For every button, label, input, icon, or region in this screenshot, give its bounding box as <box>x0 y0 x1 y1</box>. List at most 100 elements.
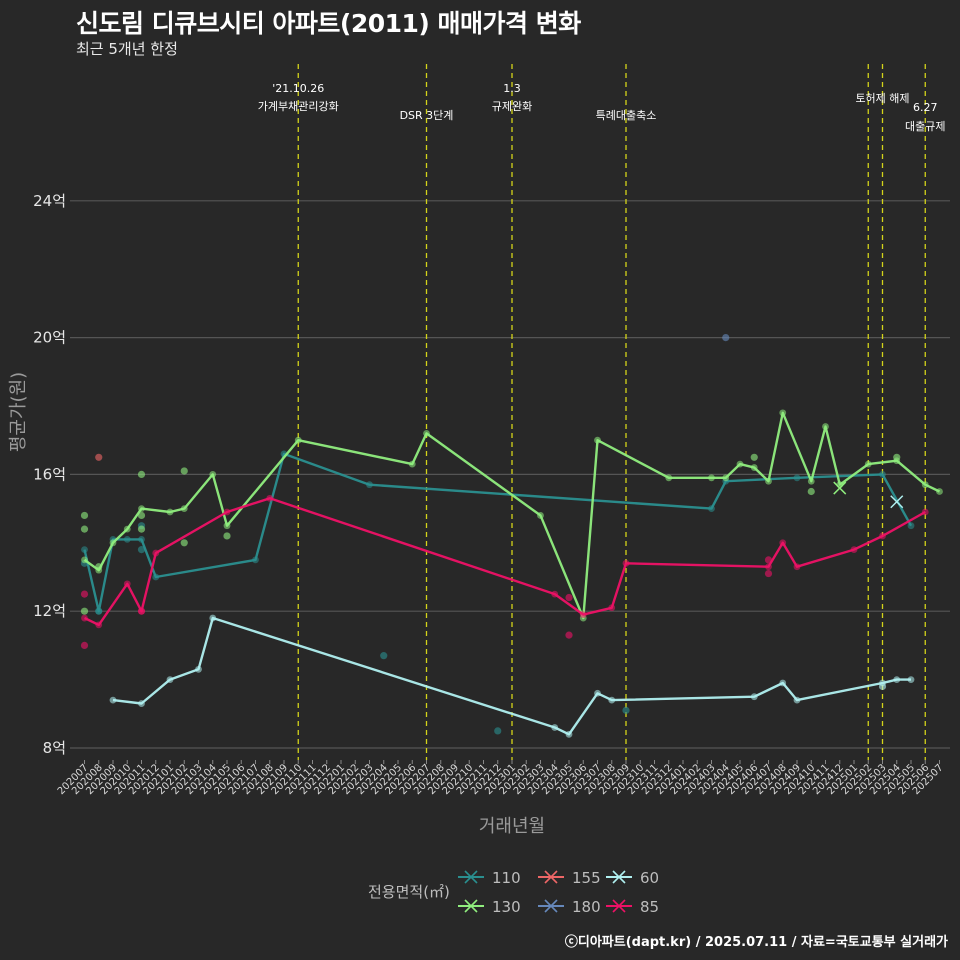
series-130-line-point <box>921 481 929 489</box>
series-130-line-point <box>109 539 117 547</box>
series-110-point <box>622 706 630 714</box>
series-130-point <box>180 539 188 547</box>
series-110-line-point <box>152 573 160 581</box>
series-130-line-point <box>722 474 730 482</box>
series-60-line-point <box>594 689 601 697</box>
series-110-line-point <box>123 535 131 543</box>
series-85-point <box>565 631 573 639</box>
series-110-line-point <box>907 522 915 530</box>
legend-label-60: 60 <box>640 869 659 887</box>
series-60-line-point <box>793 696 801 704</box>
series-130-point <box>137 525 146 533</box>
series-130-point <box>137 470 146 478</box>
event-label: '21.10.26 <box>272 82 324 95</box>
axis-layer: 8억12억16억20억24억20200720200820200920201020… <box>8 192 946 837</box>
legend-key-60-cross <box>612 870 626 884</box>
series-60-line-point <box>195 665 202 673</box>
series-60-line-point <box>209 614 217 622</box>
series-layer <box>80 334 943 738</box>
series-130-point <box>807 487 815 496</box>
series-85-point <box>80 641 89 650</box>
event-label: 1.3 <box>503 82 521 95</box>
series-130-line-point <box>779 409 787 417</box>
event-label: 특례대출축소 <box>596 109 657 122</box>
y-tick-label: 24억 <box>33 192 66 210</box>
series-130-line-point <box>223 522 231 530</box>
legend-key-155-cross <box>544 870 558 884</box>
series-85-line-point <box>123 580 131 588</box>
series-130-line-point <box>294 436 302 444</box>
series-60-line-point <box>565 730 573 738</box>
series-110-line <box>83 452 913 613</box>
chart-subtitle: 최근 5개년 한정 <box>76 40 178 58</box>
series-60-line-point <box>551 724 559 731</box>
series-85-line-point <box>765 563 772 571</box>
series-85-line-point <box>608 604 616 612</box>
series-130-point <box>137 511 146 520</box>
series-110-line-point <box>793 474 801 482</box>
series-110-point <box>137 546 146 554</box>
series-85-line-point <box>152 549 160 557</box>
series-85-line-point <box>879 532 886 540</box>
series-85-line-point <box>579 611 587 619</box>
series-85-point <box>565 593 573 602</box>
series-130-line-point <box>423 429 430 437</box>
legend-label-155: 155 <box>572 869 601 887</box>
series-110-line-point <box>138 535 145 543</box>
series-60-line-point <box>166 676 174 683</box>
series-130-line-point <box>864 460 872 468</box>
series-60-line-point <box>907 676 915 683</box>
y-tick-label: 12억 <box>33 602 66 620</box>
series-85-line-point <box>81 614 88 622</box>
series-130-line-point <box>893 457 901 465</box>
series-85-line-point <box>793 563 801 571</box>
legend-key-130-cross <box>464 899 478 913</box>
series-130-point <box>223 532 231 540</box>
series-130-point <box>80 525 89 533</box>
series-130-point <box>80 511 89 520</box>
series-60-line-point <box>779 679 787 687</box>
series-130-line-point <box>166 508 174 516</box>
series-130-line-point <box>138 505 145 512</box>
series-110-line-point <box>95 607 103 615</box>
series-130-line-point <box>209 471 217 478</box>
series-110-line-point <box>708 505 715 512</box>
cross-marker <box>833 481 847 495</box>
series-130-line-point <box>537 512 544 519</box>
series-130-line-point <box>807 477 815 485</box>
series-85-line-point <box>921 508 929 516</box>
legend-label-130: 130 <box>492 898 521 916</box>
legend: 전용면적(㎡) 110 130 155 180 60 85 <box>368 869 659 916</box>
series-130-line-point <box>180 505 188 512</box>
series-85-line-point <box>138 607 145 615</box>
series-60-line-point <box>109 696 117 704</box>
legend-key-180-cross <box>544 899 558 913</box>
series-130-line-point <box>123 525 131 533</box>
series-130-point <box>750 453 758 461</box>
series-85-line-point <box>622 559 630 567</box>
series-60-line-point <box>608 696 616 704</box>
grid-layer <box>70 200 950 749</box>
event-label: 가계부채관리강화 <box>258 100 339 113</box>
legend-key-85-cross <box>612 899 626 913</box>
y-tick-label: 8억 <box>43 739 66 757</box>
series-110-line-point <box>81 546 88 554</box>
y-tick-label: 20억 <box>33 329 66 347</box>
series-85-line-point <box>223 508 231 516</box>
event-label: 대출규제 <box>905 120 945 133</box>
series-180-point <box>722 334 730 342</box>
series-60-line-point <box>879 679 886 687</box>
series-130-line-point <box>95 566 103 574</box>
legend-title: 전용면적(㎡) <box>368 883 450 901</box>
series-85-line-point <box>779 539 787 547</box>
series-85-line-point <box>551 590 559 598</box>
series-130-line-point <box>750 464 758 471</box>
series-130-point <box>80 607 89 615</box>
legend-label-110: 110 <box>492 869 521 887</box>
series-85-line-point <box>95 621 103 629</box>
series-110-line-point <box>879 471 886 478</box>
legend-key-110-cross <box>464 870 478 884</box>
series-130-line-point <box>665 474 673 482</box>
series-85-point <box>764 569 773 578</box>
